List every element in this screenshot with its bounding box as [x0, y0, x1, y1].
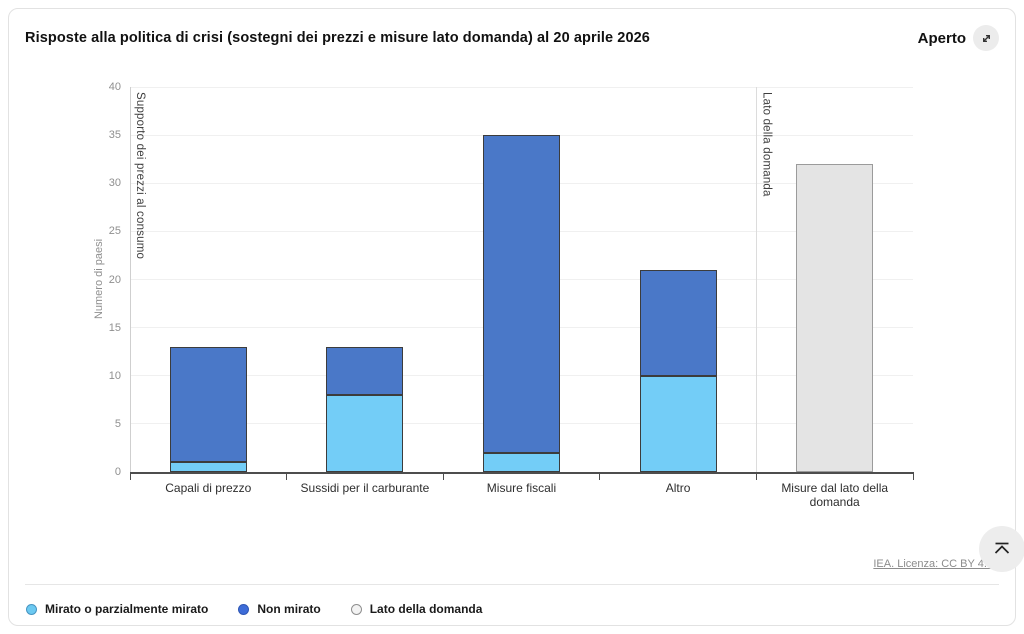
x-category-label: Sussidi per il carburante — [300, 481, 430, 495]
x-axis-tick — [442, 472, 444, 480]
legend-item-label: Lato della domanda — [369, 602, 483, 616]
bar-segment — [639, 269, 717, 376]
bar-segment — [326, 395, 404, 472]
y-tick-label: 0 — [114, 466, 121, 478]
bar-segment — [483, 452, 560, 472]
bar-segment — [796, 164, 874, 472]
license-link[interactable]: IEA. Licenza: CC BY 4.0 — [873, 558, 993, 570]
gridline — [130, 86, 913, 88]
legend-item[interactable]: Lato della domanda — [350, 602, 483, 616]
section-divider — [755, 87, 757, 472]
y-tick-label: 40 — [108, 81, 121, 93]
x-axis-tick — [599, 472, 601, 480]
bar-segment — [169, 462, 247, 472]
y-tick-label: 15 — [108, 321, 121, 334]
y-tick-label: 5 — [114, 417, 121, 430]
legend-item-label: Mirato o parzialmente mirato — [45, 602, 209, 616]
expand-icon[interactable] — [973, 25, 999, 51]
x-axis-tick — [286, 472, 288, 480]
legend-dot-icon — [350, 603, 362, 615]
y-tick-label: 20 — [108, 273, 121, 286]
bar-segment — [169, 346, 247, 463]
legend-dot-icon — [238, 603, 250, 615]
scroll-top-button[interactable] — [979, 526, 1024, 572]
legend-item[interactable]: Mirato o parzialmente mirato — [26, 602, 208, 616]
bar-segment — [639, 375, 717, 472]
chart-legend: Mirato o parzialmente mirato Non mirato La… — [26, 597, 482, 621]
bar-segment — [483, 135, 560, 453]
x-category-label: Capali di prezzo — [165, 481, 252, 495]
x-category-label: Altro — [665, 481, 691, 495]
section-label: Lato della domanda — [760, 92, 773, 197]
x-axis-tick — [912, 472, 914, 480]
bar-segment — [326, 346, 404, 395]
y-axis-title: Numero di paesi — [93, 238, 105, 319]
open-button-label: Aperto — [917, 29, 966, 47]
x-axis-tick — [129, 472, 131, 480]
license-link-wrap: IEA. Licenza: CC BY 4.0 — [873, 558, 993, 570]
scroll-to-top-icon — [994, 542, 1010, 554]
legend-item[interactable]: Non mirato — [238, 602, 321, 616]
chart-header: Risposte alla politica di crisi (sostegn… — [25, 21, 999, 55]
x-axis-line — [130, 472, 913, 474]
x-axis-tick — [755, 472, 757, 480]
legend-divider — [25, 584, 999, 585]
x-category-label: Misure dal lato della domanda — [781, 481, 889, 509]
open-button[interactable]: Aperto — [918, 25, 999, 51]
y-tick-label: 10 — [108, 369, 121, 382]
chart-card: 0 5 10 15 20 25 30 35 40 Numero di paesi Supporto … — [8, 8, 1016, 626]
legend-dot-icon — [26, 603, 37, 615]
page-title: Risposte alla politica di crisi (sostegn… — [25, 30, 650, 46]
y-axis-line — [130, 87, 131, 472]
y-tick-label: 30 — [108, 177, 121, 190]
bar-chart: 0 5 10 15 20 25 30 35 40 Numero di paesi Supporto … — [9, 9, 1017, 627]
y-tick-label: 25 — [108, 225, 121, 238]
y-tick-label: 35 — [108, 129, 121, 142]
section-label: Supporto dei prezzi al consumo — [134, 92, 146, 260]
x-category-label: Misure fiscali — [486, 481, 557, 495]
legend-item-label: Non mirato — [257, 602, 321, 616]
